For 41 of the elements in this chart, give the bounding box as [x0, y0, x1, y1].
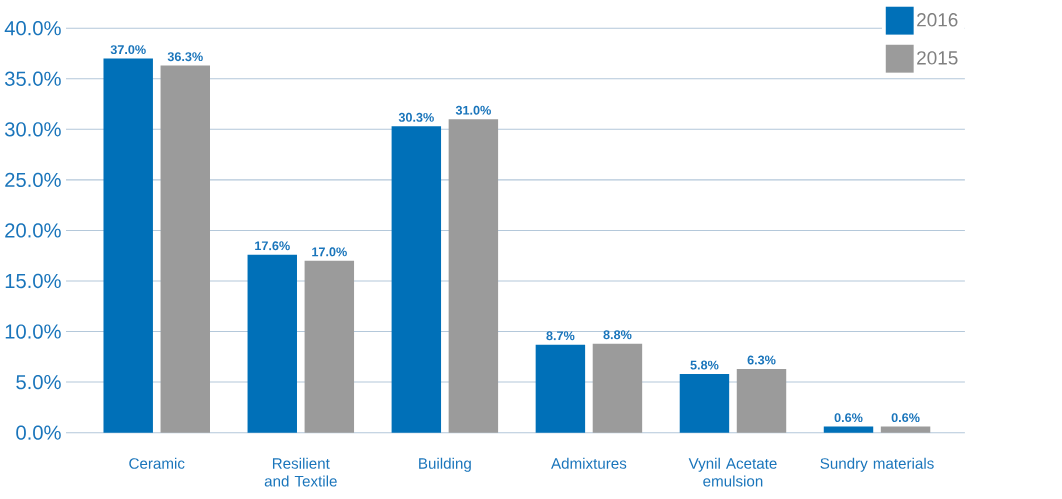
- bar: [823, 426, 874, 433]
- bar: [247, 254, 297, 433]
- y-tick-label: 30.0%: [4, 122, 61, 137]
- data-label: 8.8%: [603, 330, 632, 340]
- x-tick-label: Ceramic: [129, 457, 185, 469]
- y-tick-label: 0.0%: [16, 425, 61, 440]
- data-label: 31.0%: [455, 105, 491, 115]
- data-label: 37.0%: [110, 45, 146, 54]
- x-tick-label: Sundry materials: [820, 457, 934, 472]
- x-tick-label: Building: [419, 457, 471, 472]
- data-label: 6.3%: [747, 355, 776, 365]
- bar: [592, 343, 643, 433]
- bar: [103, 58, 153, 433]
- bar: [679, 373, 730, 433]
- y-tick-label: 15.0%: [5, 273, 61, 289]
- data-label: 36.3%: [167, 52, 203, 62]
- bar: [304, 260, 355, 433]
- bar: [535, 344, 586, 433]
- y-tick-label: 25.0%: [5, 172, 61, 187]
- legend-label: 2015: [917, 51, 958, 65]
- data-label: 30.3%: [398, 112, 434, 122]
- bar: [880, 426, 931, 433]
- data-label: 0.6%: [834, 413, 863, 423]
- y-tick-label: 40.0%: [4, 20, 61, 36]
- x-tick-label: Vynil Acetate emulsion: [688, 457, 777, 487]
- x-tick-label: Resilient and Textile: [264, 457, 337, 487]
- y-tick-label: 5.0%: [16, 374, 61, 390]
- legend-label: 2016: [917, 13, 958, 27]
- bar: [160, 65, 210, 433]
- y-tick-label: 35.0%: [4, 71, 61, 86]
- data-label: 0.6%: [891, 413, 920, 423]
- y-tick-label: 10.0%: [5, 324, 61, 339]
- bar: [736, 368, 787, 433]
- x-tick-label: Admixtures: [551, 457, 627, 469]
- data-label: 17.0%: [312, 247, 347, 257]
- data-label: 8.7%: [546, 331, 575, 341]
- data-label: 17.6%: [255, 241, 290, 251]
- data-label: 5.8%: [690, 360, 719, 370]
- y-tick-label: 20.0%: [5, 223, 61, 238]
- bar: [448, 119, 499, 433]
- bar: [391, 126, 442, 433]
